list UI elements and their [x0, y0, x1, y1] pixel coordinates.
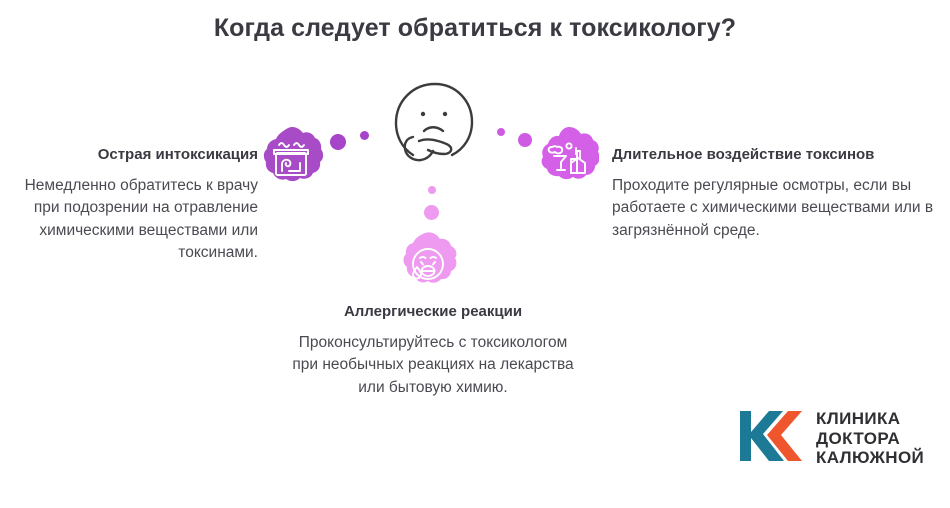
kk-monogram-icon	[738, 408, 804, 469]
connector-dot	[428, 186, 436, 194]
sick-face-icon	[394, 231, 460, 297]
clinic-logo: КЛИНИКА ДОКТОРА КАЛЮЖНОЙ	[738, 408, 924, 469]
factory-pollution-icon	[533, 126, 599, 192]
logo-line-2: ДОКТОРА	[816, 428, 901, 448]
block-body-allergic-reactions: Проконсультируйтесь с токсикологом при н…	[292, 333, 574, 396]
connector-dot	[424, 205, 439, 220]
connector-dot	[518, 133, 532, 147]
block-acute-intoxication: Острая интоксикация Немедленно обратитес…	[0, 146, 258, 265]
block-allergic-reactions: Аллергические реакции Проконсультируйтес…	[288, 303, 578, 399]
block-heading-long-term-toxin-exposure: Длительное воздействие токсинов	[612, 146, 875, 163]
chemical-container-icon	[258, 126, 324, 192]
thinking-face-icon	[393, 79, 475, 176]
block-heading-allergic-reactions: Аллергические реакции	[343, 303, 523, 320]
connector-dot	[330, 134, 346, 150]
clinic-logo-text: КЛИНИКА ДОКТОРА КАЛЮЖНОЙ	[816, 409, 924, 467]
connector-dot	[497, 128, 505, 136]
connector-dot	[360, 131, 369, 140]
logo-line-3: КАЛЮЖНОЙ	[816, 448, 925, 468]
block-long-term-toxin-exposure: Длительное воздействие токсинов Проходит…	[612, 146, 950, 242]
block-body-long-term-toxin-exposure: Проходите регулярные осмотры, если вы ра…	[612, 176, 934, 239]
page-title: Когда следует обратиться к токсикологу?	[213, 14, 737, 42]
logo-line-1: КЛИНИКА	[816, 409, 901, 429]
block-body-acute-intoxication: Немедленно обратитесь к врачу при подозр…	[24, 176, 258, 262]
block-heading-acute-intoxication: Острая интоксикация	[97, 146, 258, 163]
